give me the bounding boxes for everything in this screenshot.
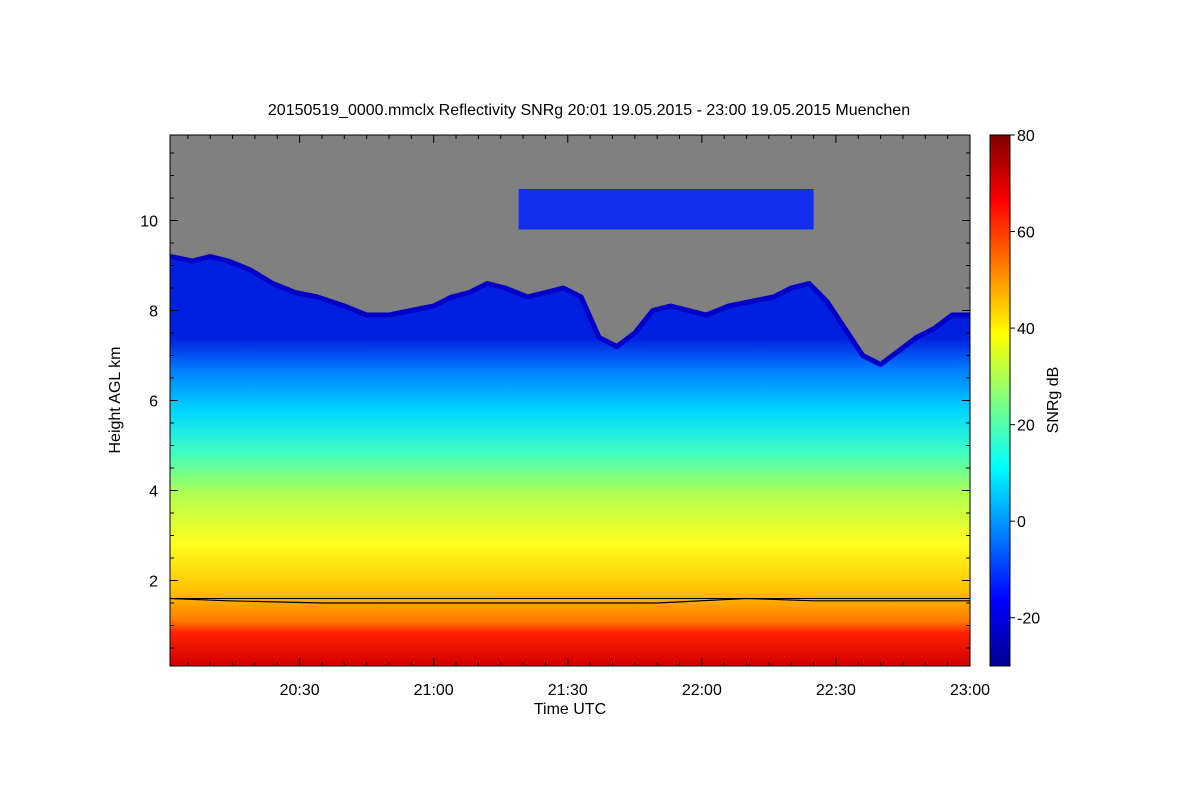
- colorbar-tick-label: 0: [1017, 514, 1026, 531]
- x-tick-label: 23:00: [950, 682, 990, 699]
- colorbar-tick-label: 20: [1017, 418, 1035, 435]
- x-tick-label: 22:30: [816, 682, 856, 699]
- colorbar-ramp: [989, 134, 1011, 667]
- colorbar-tick-label: -20: [1017, 611, 1040, 628]
- plot-area: [170, 135, 970, 666]
- cirrus-layer: [518, 189, 814, 230]
- melting-layer-line: [170, 597, 970, 604]
- x-tick-label: 21:00: [414, 682, 454, 699]
- y-axis-label: Height AGL km: [107, 346, 124, 453]
- y-tick-label: 4: [149, 484, 158, 501]
- colorbar-tick-label: 60: [1017, 225, 1035, 242]
- y-tick-label: 8: [149, 304, 158, 321]
- y-axis: 2 4 6 8 10: [140, 152, 970, 649]
- colorbar-tick-label: 80: [1017, 128, 1035, 145]
- cloud-top-edge: [170, 254, 970, 367]
- y-tick-label: 6: [149, 394, 158, 411]
- colorbar: -20 0 20 40 60 80 SNRg dB: [989, 128, 1062, 667]
- x-tick-label: 21:30: [548, 682, 588, 699]
- x-axis: 20:30 21:00 21:30 22:00 22:30 23:00: [187, 135, 990, 699]
- y-tick-label: 2: [149, 574, 158, 591]
- colorbar-tick-label: 40: [1017, 321, 1035, 338]
- colorbar-ticks: -20 0 20 40 60 80: [1010, 128, 1040, 628]
- x-axis-label: Time UTC: [534, 701, 606, 718]
- chart-title: 20150519_0000.mmclx Reflectivity SNRg 20…: [268, 102, 910, 119]
- x-tick-label: 22:00: [682, 682, 722, 699]
- colorbar-label: SNRg dB: [1045, 367, 1062, 434]
- x-tick-label: 20:30: [280, 682, 320, 699]
- y-tick-label: 10: [140, 214, 158, 231]
- radar-signal-area: [170, 256, 970, 666]
